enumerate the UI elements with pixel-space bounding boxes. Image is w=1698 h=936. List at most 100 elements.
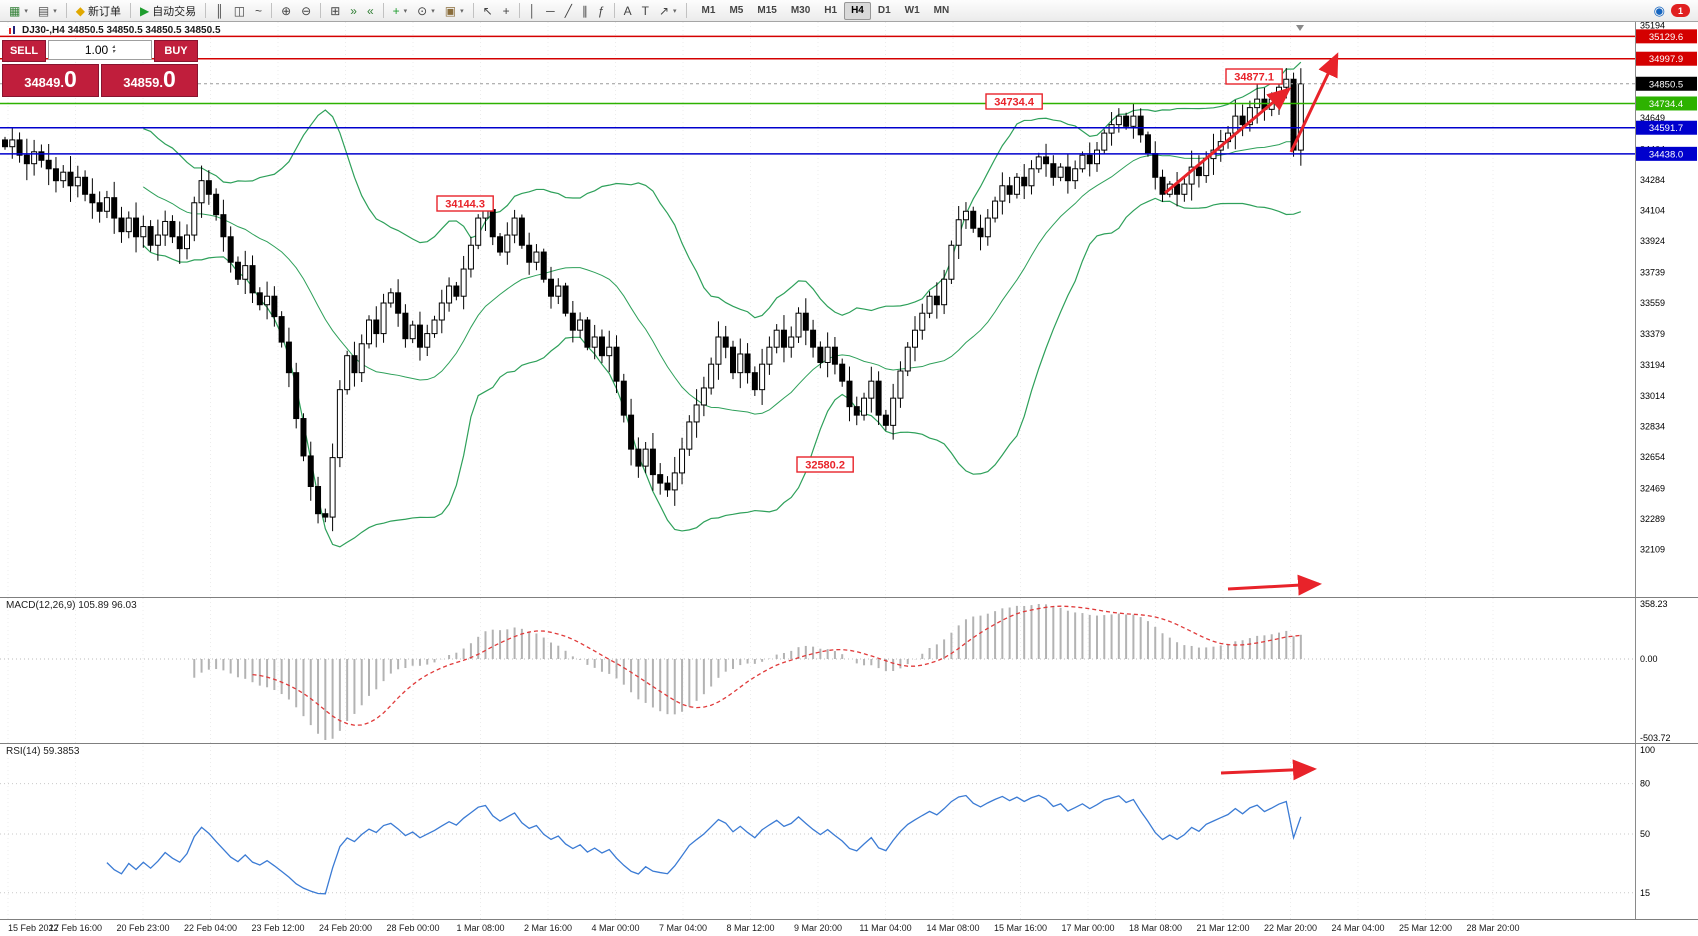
text-icon: A [623,3,632,18]
timeframe-h4[interactable]: H4 [844,1,871,20]
time-axis-label: 11 Mar 04:00 [859,923,911,933]
text-label-icon[interactable]: T [638,1,653,21]
timeframe-m1[interactable]: M1 [701,4,716,16]
trend-arrow[interactable] [1227,574,1322,596]
autotrade-button[interactable]: ▶ 自动交易 [136,1,200,21]
dropdown-arrow-icon[interactable]: ▾ [460,7,464,15]
symbol-ohlc-line: DJ30-,H4 34850.5 34850.5 34850.5 34850.5 [8,25,221,36]
horizontal-line-icon[interactable]: ─ [542,1,559,21]
volume-input[interactable]: 1.00 ▴ ▾ [48,40,152,60]
price-annotation[interactable]: 34734.4 [985,93,1043,110]
autotrade-button: ▶ [139,3,150,18]
dropdown-arrow-icon[interactable]: ▾ [431,7,435,15]
toolbar-separator [205,3,207,18]
volume-down-icon[interactable]: ▾ [112,49,116,55]
time-axis-label: 28 Feb 00:00 [386,923,439,933]
macd-axis-label: 0.00 [1640,654,1658,664]
price-annotation[interactable]: 32580.2 [796,456,854,473]
price-axis-tick: 32469 [1640,483,1665,493]
price-axis-tick: 32109 [1640,545,1665,555]
arrows-icon[interactable]: ↗ ▾ [655,1,681,21]
toolbar-separator [518,3,520,18]
price-annotation[interactable]: 34877.1 [1225,68,1283,85]
trendline-icon[interactable]: ╱ [561,1,576,21]
price-axis-tick: 32654 [1640,452,1665,462]
toolbar-separator [685,3,687,18]
symbol-ohlc-text: DJ30-,H4 34850.5 34850.5 34850.5 34850.5 [22,25,221,36]
time-axis-label: 15 Mar 16:00 [994,923,1047,933]
timeframe-mn[interactable]: MN [933,4,950,16]
vertical-line-icon: │ [528,3,537,18]
dropdown-arrow-icon[interactable]: ▾ [24,7,28,15]
buy-price-display[interactable]: 34859. 0 [101,64,198,97]
cursor-icon[interactable]: ↖ [479,1,497,21]
timeframe-m30[interactable]: M30 [790,4,811,16]
profiles-icon[interactable]: ▤ ▾ [34,1,61,21]
candlestick-icon[interactable]: ◫ [230,1,249,21]
trend-arrow[interactable] [1289,52,1339,153]
time-axis-label: 8 Mar 12:00 [726,923,774,933]
time-axis-label: 4 Mar 00:00 [591,923,639,933]
candlestick-series [2,68,1304,532]
macd-signal-line [252,605,1301,726]
main-chart-plot [0,35,1635,548]
price-axis-tick: 34284 [1640,175,1665,185]
price-axis-box-label: 35129.6 [1649,32,1683,43]
zoom-out-icon[interactable]: ⊖ [297,1,315,21]
indicators-icon[interactable]: + ▾ [389,1,412,21]
time-axis-label: 18 Mar 08:00 [1129,923,1182,933]
bar-chart-icon[interactable]: ║ [211,1,228,21]
toolbar-separator [613,3,615,18]
new-order-button[interactable]: ◆ 新订单 [72,1,125,21]
indicators-icon: + [392,3,400,18]
trend-arrow[interactable] [1220,759,1317,781]
trend-arrow[interactable] [1164,87,1292,195]
timeframe-d1[interactable]: D1 [877,4,891,16]
price-axis-box [1636,29,1697,44]
zoom-in-icon[interactable]: ⊕ [277,1,295,21]
new-order-button-label: 新订单 [87,5,121,18]
price-axis-box-label: 34850.5 [1649,79,1683,90]
chart-shift-icon: « [366,3,374,18]
buy-button[interactable]: BUY [154,40,198,62]
sell-price-display[interactable]: 34849. 0 [2,64,99,97]
fibonacci-icon[interactable]: ƒ [594,1,609,21]
sell-button[interactable]: SELL [2,40,46,62]
arrows-icon: ↗ [658,3,670,18]
price-axis-tick: 32834 [1640,421,1665,431]
volume-steppers[interactable]: ▴ ▾ [112,44,116,55]
rsi-indicator: 100 80 50 15 [0,745,1655,898]
vertical-line-icon[interactable]: │ [525,1,541,21]
time-axis[interactable] [0,920,1698,936]
periods-icon[interactable]: ⊙ ▾ [413,1,439,21]
dropdown-arrow-icon[interactable]: ▾ [403,7,408,15]
community-icon[interactable]: ◉ [1653,2,1665,18]
new-chart-icon[interactable]: ▦ ▾ [5,1,32,21]
chart-shift-marker-icon [1296,25,1304,31]
dropdown-arrow-icon[interactable]: ▾ [53,7,57,15]
macd-label: MACD(12,26,9) 105.89 96.03 [6,600,137,611]
notification-badge[interactable]: 1 [1671,4,1690,17]
price-axis-box-label: 34438.0 [1649,149,1683,160]
channel-icon[interactable]: ∥ [578,1,592,21]
templates-icon[interactable]: ▣ ▾ [441,1,468,21]
toolbar-separator [65,3,67,18]
rsi-axis-label: 50 [1640,829,1650,839]
tile-windows-icon[interactable]: ⊞ [326,1,344,21]
line-chart-icon[interactable]: ~ [251,1,266,21]
price-axis-tick: 33924 [1640,236,1665,246]
timeframe-h1[interactable]: H1 [824,4,838,16]
chart-shift-icon[interactable]: « [363,1,378,21]
auto-scroll-icon[interactable]: » [346,1,361,21]
timeframe-m5[interactable]: M5 [729,4,744,16]
timeframe-m15[interactable]: M15 [757,4,777,16]
price-axis[interactable] [1636,22,1698,919]
channel-icon: ∥ [581,3,588,18]
volume-up-icon[interactable]: ▴ [112,44,116,50]
price-annotation[interactable]: 34144.3 [436,195,494,212]
crosshair-icon[interactable]: + [499,1,514,21]
text-icon[interactable]: A [620,1,636,21]
dropdown-arrow-icon[interactable]: ▾ [673,7,677,15]
timeframe-w1[interactable]: W1 [904,4,920,16]
